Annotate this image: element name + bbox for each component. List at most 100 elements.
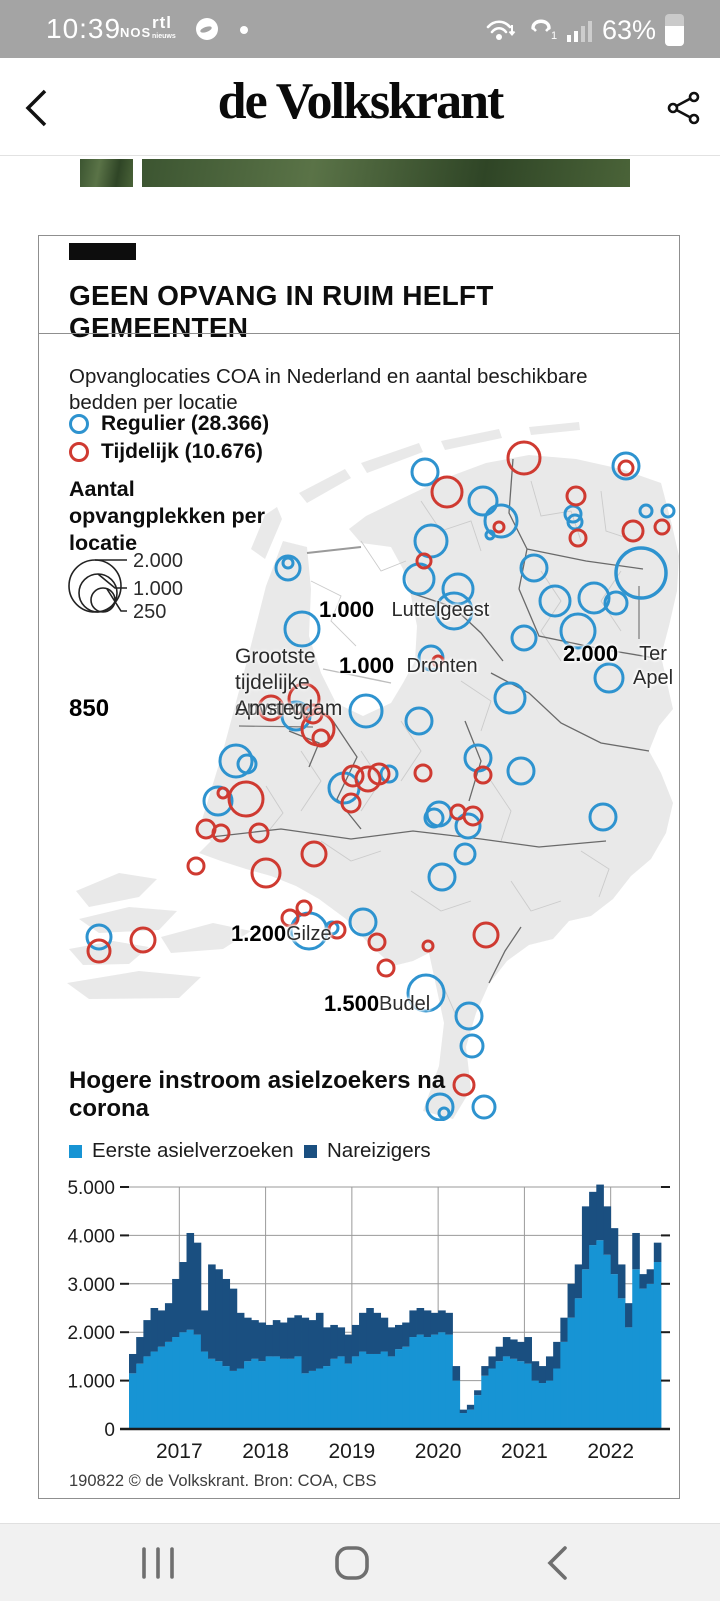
status-icons: 1 63% <box>485 10 684 50</box>
infographic-title: GEEN OPVANG IN RUIM HELFT GEMEENTEN <box>69 280 494 343</box>
map-point-regulier <box>281 556 295 570</box>
map-point-tijdelijk <box>280 908 300 928</box>
tijdelijk-ring-icon <box>69 442 89 462</box>
regulier-ring-icon <box>69 414 89 434</box>
map-point-regulier <box>454 1001 484 1031</box>
wifi-icon <box>486 20 516 40</box>
chart-bars <box>129 1184 662 1429</box>
map-point-regulier <box>483 503 519 539</box>
notification-icon <box>196 18 218 40</box>
share-button[interactable] <box>656 80 712 136</box>
map-point-regulier <box>588 802 618 832</box>
map-point-regulier <box>506 756 536 786</box>
houtribdijk-line <box>322 668 392 684</box>
map-point-regulier <box>274 554 302 582</box>
map-point-regulier <box>425 1092 455 1121</box>
home-icon <box>335 1546 369 1580</box>
nareizigers-swatch-icon <box>304 1144 317 1158</box>
map-point-regulier <box>559 612 597 650</box>
map-point-tijdelijk <box>568 528 588 548</box>
map-point-tijdelijk <box>415 552 433 570</box>
map-point-regulier <box>236 753 258 775</box>
map-point-tijdelijk <box>413 763 433 783</box>
map-point-tijdelijk <box>617 459 635 477</box>
chart-section-title: Hogere instroom asielzoekers na corona <box>69 1067 446 1122</box>
svg-text:0: 0 <box>104 1420 115 1441</box>
map-point-tijdelijk <box>431 654 445 668</box>
map-point-regulier <box>611 451 641 481</box>
map-point-regulier <box>593 662 625 694</box>
map-point-regulier <box>638 503 654 519</box>
map-point-tijdelijk <box>227 780 265 818</box>
svg-text:4.000: 4.000 <box>67 1226 115 1247</box>
map-point-tijdelijk <box>186 856 206 876</box>
legend-item-regulier: Regulier (28.366) <box>69 412 269 436</box>
map-point-regulier <box>437 1106 451 1120</box>
map-point-tijdelijk <box>340 792 362 814</box>
map-point-regulier <box>218 743 254 779</box>
map-point-regulier <box>603 590 629 616</box>
map-point-tijdelijk <box>376 958 396 978</box>
svg-text:1.000: 1.000 <box>67 1372 115 1393</box>
map-point-tijdelijk <box>367 762 391 786</box>
home-button[interactable] <box>317 1538 387 1588</box>
asylum-inflow-chart: 0 1.000 2.000 3.000 4.000 5.000 2017 2018 2019 20… <box>67 1178 670 1463</box>
afsluitdijk-line <box>306 546 362 554</box>
app-title: de Volkskrant <box>217 73 505 130</box>
kicker-tab <box>69 243 136 260</box>
nav-back-icon <box>547 1546 567 1580</box>
infographic-card: GEEN OPVANG IN RUIM HELFT GEMEENTEN Opva… <box>38 235 680 1499</box>
map-point-tijdelijk <box>430 475 464 509</box>
nav-back-button[interactable] <box>522 1538 592 1588</box>
svg-text:2020: 2020 <box>415 1440 462 1463</box>
svg-text:2022: 2022 <box>587 1440 634 1463</box>
map-point-regulier <box>379 764 399 784</box>
size-label-1000: 1.000 <box>133 578 183 600</box>
nos-notification-badge: NOS <box>120 25 152 40</box>
back-button[interactable] <box>8 80 64 136</box>
app-header: de Volkskrant <box>0 58 720 156</box>
map-point-tijdelijk <box>311 728 331 748</box>
map-point-tijdelijk <box>216 786 230 800</box>
battery-percent: 63% <box>601 14 656 45</box>
map-point-regulier <box>427 862 457 892</box>
article-photo-fragment[interactable] <box>142 159 630 187</box>
location-circles <box>85 440 676 1121</box>
source-credit: 190822 © de Volkskrant. Bron: COA, CBS <box>69 1472 377 1490</box>
map-point-regulier <box>406 973 446 1013</box>
map-point-regulier <box>484 529 496 541</box>
map-point-regulier <box>85 923 113 951</box>
chart-axes <box>120 1186 670 1431</box>
svg-text:2018: 2018 <box>242 1440 289 1463</box>
map-point-regulier <box>202 785 234 817</box>
map-point-regulier <box>493 681 527 715</box>
signal-icon <box>566 21 592 42</box>
map-point-tijdelijk <box>462 805 484 827</box>
map-point-tijdelijk <box>621 519 645 543</box>
share-icon <box>667 91 700 125</box>
map-point-regulier <box>404 706 434 736</box>
map-point-tijdelijk <box>300 840 328 868</box>
chart-legend-nareizigers: Nareizigers <box>304 1139 431 1163</box>
recents-icon <box>142 1547 174 1579</box>
call-icon: 1 <box>531 19 557 42</box>
map-point-regulier <box>348 907 378 937</box>
chart-legend-eerste: Eerste asielverzoeken <box>69 1139 294 1163</box>
map-point-tijdelijk <box>452 1073 476 1097</box>
province-borders <box>210 458 662 984</box>
map-point-regulier <box>660 503 676 519</box>
svg-text:2017: 2017 <box>156 1440 203 1463</box>
map-point-tijdelijk <box>327 920 347 940</box>
map-point-tijdelijk <box>250 857 282 889</box>
map-point-regulier <box>510 624 538 652</box>
svg-text:2021: 2021 <box>501 1440 548 1463</box>
article-photo-fragment[interactable] <box>80 159 133 187</box>
netherlands-map <box>67 422 679 1121</box>
map-point-tijdelijk <box>506 440 542 476</box>
infographic-subtitle: Opvanglocaties COA in Nederland en aanta… <box>69 365 588 414</box>
svg-text:1: 1 <box>551 30 557 42</box>
map-point-regulier <box>459 1033 485 1059</box>
recents-button[interactable] <box>123 1538 193 1588</box>
map-point-regulier <box>423 807 445 829</box>
legend-item-tijdelijk: Tijdelijk (10.676) <box>69 440 263 464</box>
